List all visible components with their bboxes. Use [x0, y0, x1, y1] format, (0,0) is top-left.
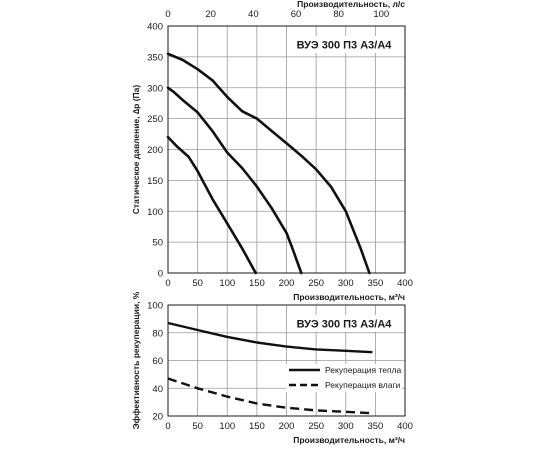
x-tick-label: 300 — [338, 278, 354, 289]
legend-label-heat: Рекуперация тепла — [325, 365, 402, 375]
x-tick-label: 250 — [308, 278, 324, 289]
y-tick-label: 400 — [147, 22, 163, 33]
y-tick-label: 100 — [147, 207, 163, 218]
y-tick-label: 100 — [147, 301, 163, 312]
plot-frame — [167, 304, 406, 417]
x-tick-label: 100 — [219, 278, 235, 289]
efficiency-chart: 0 50 100 150 200 250 300 350 400 20 40 60 80 100 ВУЭ 3… — [131, 291, 413, 445]
x-tick-label: 0 — [165, 421, 170, 432]
x2-tick-label: 80 — [333, 9, 344, 20]
title-box — [290, 315, 398, 332]
x2-tick-label: 0 — [165, 9, 170, 20]
title-box — [290, 36, 398, 53]
y-tick-label: 0 — [158, 269, 163, 280]
x-tick-label: 150 — [249, 421, 265, 432]
x2-tick-label: 100 — [373, 9, 389, 20]
y-tick-label: 200 — [147, 145, 163, 156]
x-tick-label: 400 — [397, 278, 413, 289]
y-tick-label: 50 — [152, 238, 163, 249]
x-tick-label: 300 — [338, 421, 354, 432]
x-tick-label: 350 — [367, 421, 383, 432]
plot-frame — [167, 25, 406, 274]
x2-tick-label: 20 — [205, 9, 216, 20]
x-tick-label: 350 — [367, 278, 383, 289]
x-tick-label: 50 — [192, 421, 203, 432]
x-tick-label: 250 — [308, 421, 324, 432]
legend-label-moisture: Рекуперация влаги — [325, 380, 401, 390]
x-tick-label: 200 — [279, 278, 295, 289]
x2-tick-label: 40 — [248, 9, 259, 20]
legend-box — [286, 364, 402, 392]
x-tick-label: 400 — [397, 421, 413, 432]
y-axis-title: Эффективность рекуперации, % — [131, 291, 141, 429]
x-tick-label: 200 — [279, 421, 295, 432]
chart-title: ВУЭ 300 П3 А3/А4 — [297, 40, 393, 52]
y-tick-label: 300 — [147, 83, 163, 94]
curve-1 — [166, 52, 371, 275]
curve-3 — [166, 135, 257, 275]
pressure-chart: 0 50 100 150 200 250 300 350 4000501001502002503… — [131, 0, 413, 302]
x-tick-label: 150 — [249, 278, 265, 289]
y-tick-label: 40 — [152, 384, 163, 395]
chart-title: ВУЭ 300 П3 А3/А4 — [297, 319, 393, 331]
x-tick-label: 100 — [219, 421, 235, 432]
y-tick-label: 150 — [147, 176, 163, 187]
x-tick-label: 0 — [165, 278, 170, 289]
y-tick-label: 80 — [152, 328, 163, 339]
x-axis-title: Производительность, м³/ч — [293, 292, 405, 302]
x-axis-title: Производительность, м³/ч — [293, 435, 405, 445]
y-tick-label: 60 — [152, 356, 163, 367]
heat-recovery-line — [167, 321, 373, 354]
y-tick-label: 250 — [147, 114, 163, 125]
y-axis-title: Статическое давление, ∆p (Па) — [131, 85, 141, 215]
y-tick-label: 20 — [152, 412, 163, 423]
y-tick-label: 350 — [147, 52, 163, 63]
x2-tick-label: 60 — [291, 9, 302, 20]
x-tick-label: 50 — [192, 278, 203, 289]
curve-2 — [166, 86, 303, 275]
x2-axis-title: Производительность, л/с — [297, 0, 405, 9]
moisture-recovery-line — [167, 377, 373, 415]
